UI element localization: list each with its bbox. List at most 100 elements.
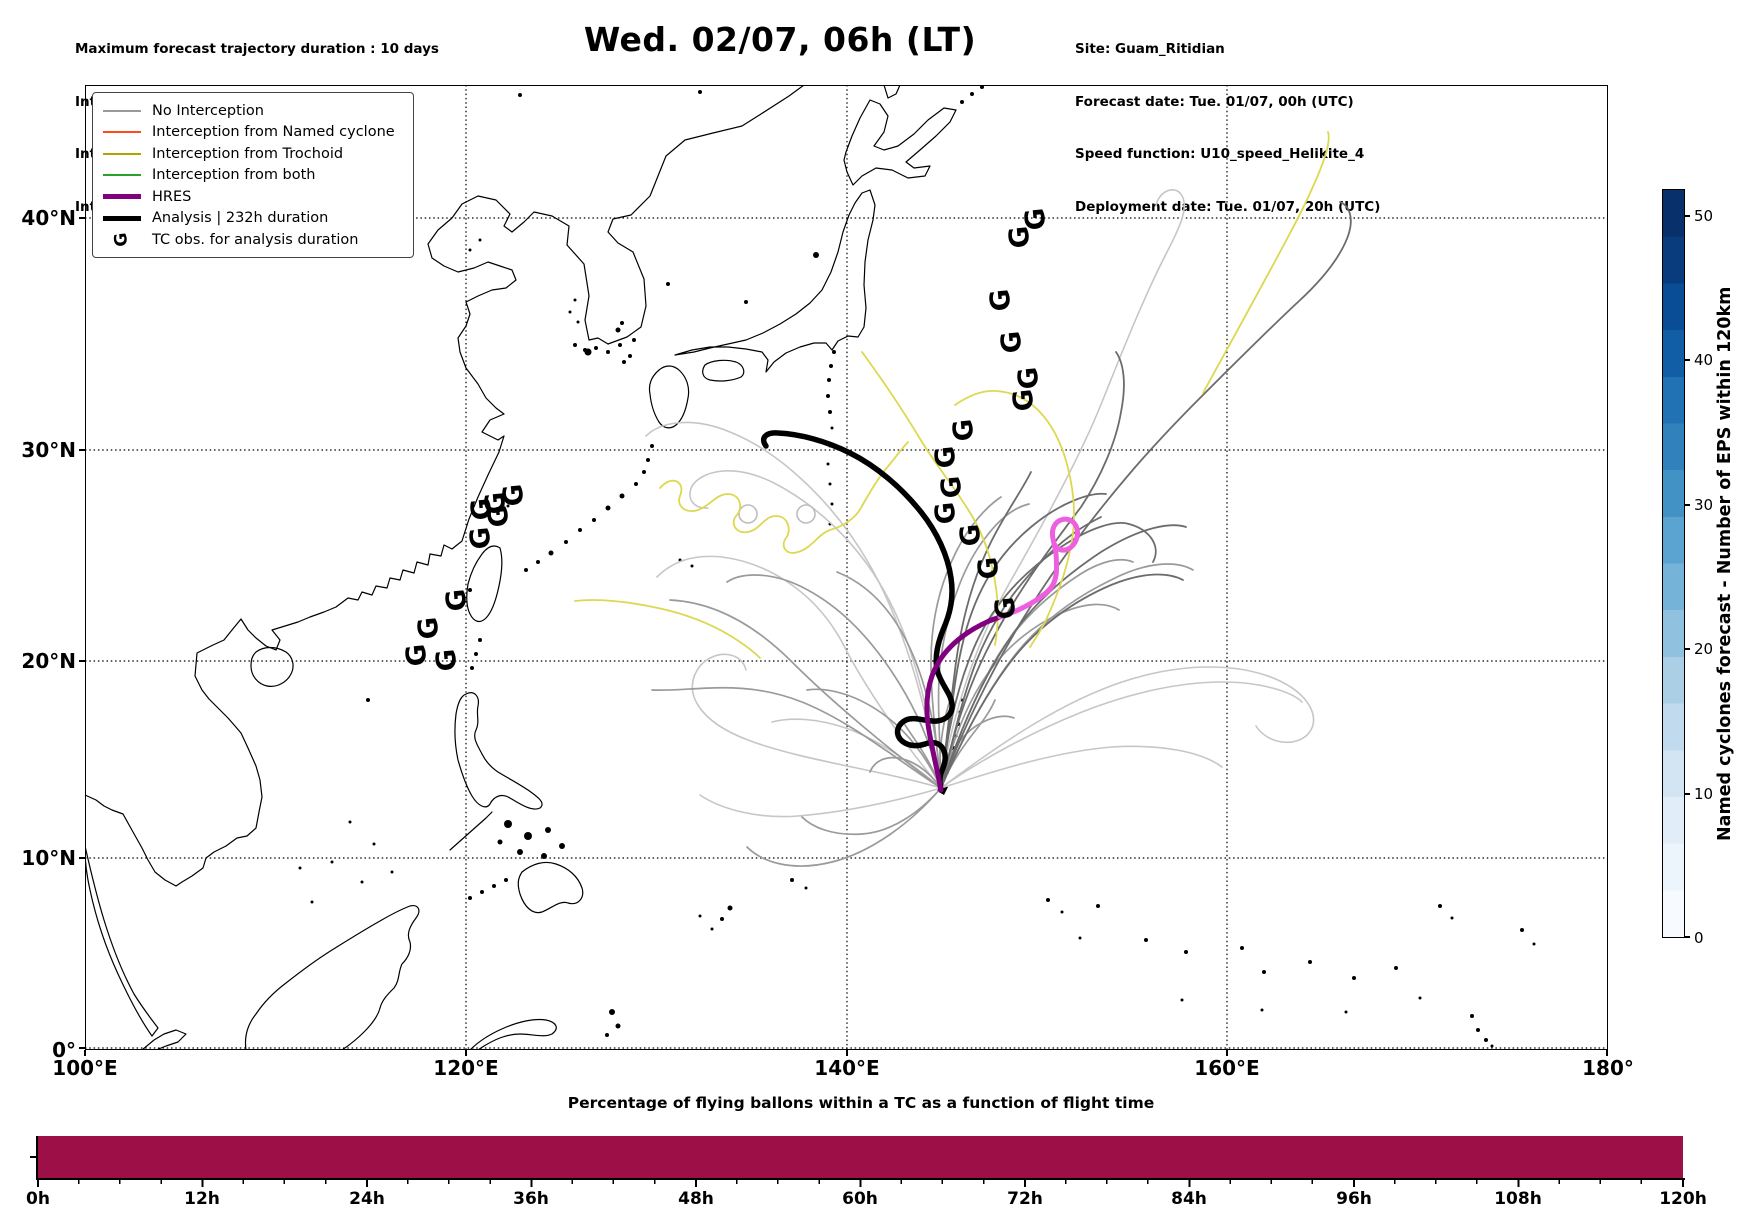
x-tick bbox=[465, 1050, 467, 1056]
tc-cyclone-icon: G bbox=[930, 501, 963, 526]
tc-cyclone-icon: G bbox=[990, 596, 1023, 621]
coast-hokkaido bbox=[843, 99, 957, 186]
tc-cyclone-icon: G bbox=[930, 445, 963, 470]
legend-line-sample bbox=[103, 174, 141, 177]
header-line: Site: Guam_Ritidian bbox=[1075, 41, 1225, 57]
legend-line-sample bbox=[103, 152, 141, 155]
tc-cyclone-icon: G bbox=[973, 556, 1006, 581]
coastlines bbox=[85, 85, 957, 1050]
legend-item: Interception from Named cyclone bbox=[103, 122, 403, 144]
legend-label: TC obs. for analysis duration bbox=[152, 231, 359, 248]
x-tick-label: 160°E bbox=[1194, 1056, 1260, 1080]
bottom-x-tick-label: 84h bbox=[1171, 1189, 1207, 1209]
colorbar-tick bbox=[1685, 648, 1690, 650]
y-tick-label: 10°N bbox=[21, 846, 76, 870]
bottom-chart-left-spine bbox=[36, 1136, 38, 1180]
colorbar-tick-label: 30 bbox=[1694, 496, 1714, 514]
trajectories-mid-gray bbox=[651, 496, 1194, 867]
bottom-x-tick-label: 120h bbox=[1659, 1189, 1707, 1209]
tc-cyclone-icon: G bbox=[996, 330, 1029, 355]
coast-asia-main bbox=[85, 85, 805, 887]
y-tick bbox=[79, 449, 85, 451]
header-line: Deployment date: Tue. 01/07, 20h (UTC) bbox=[1075, 198, 1381, 215]
trajectories-trochoid-yellow bbox=[574, 131, 1330, 659]
coast-mindanao bbox=[517, 861, 584, 914]
coast-palawan bbox=[449, 811, 493, 851]
bottom-chart-title: Percentage of flying ballons within a TC… bbox=[567, 1094, 1155, 1112]
colorbar-tick-label: 50 bbox=[1694, 207, 1714, 225]
colorbar bbox=[1662, 189, 1685, 938]
y-tick-label: 40°N bbox=[21, 206, 76, 230]
tc-cyclone-icon: G bbox=[948, 418, 981, 443]
colorbar-tick-label: 0 bbox=[1694, 929, 1704, 947]
x-tick-label: 140°E bbox=[814, 1056, 880, 1080]
tc-cyclone-icon: G bbox=[441, 588, 474, 613]
tc-cyclone-icon: G bbox=[466, 497, 499, 522]
header-right-block: Site: Guam_Ritidian Forecast date: Tue. … bbox=[1075, 6, 1380, 251]
tc-cyclone-icon: G bbox=[110, 231, 133, 248]
island-specks bbox=[298, 85, 1536, 1048]
bottom-x-tick-label: 24h bbox=[349, 1189, 385, 1209]
legend-item: Analysis | 232h duration bbox=[103, 208, 403, 230]
x-tick bbox=[846, 1050, 848, 1056]
y-tick bbox=[79, 217, 85, 219]
legend-item: No Interception bbox=[103, 100, 403, 122]
legend-label: No Interception bbox=[152, 102, 264, 119]
header-line: Speed function: U10_speed_Helikite_4 bbox=[1075, 146, 1365, 162]
legend-label: Interception from Named cyclone bbox=[152, 124, 395, 141]
colorbar-tick-label: 10 bbox=[1694, 785, 1714, 803]
legend-label: Analysis | 232h duration bbox=[152, 210, 329, 227]
tc-cyclone-icon: G bbox=[480, 491, 513, 516]
bottom-x-tick-label: 36h bbox=[513, 1189, 549, 1209]
bottom-x-tick-label: 72h bbox=[1007, 1189, 1043, 1209]
bottom-chart-minor-ticks bbox=[37, 1180, 1686, 1184]
legend-line-sample bbox=[103, 131, 141, 134]
tc-cyclone-icon: G bbox=[1004, 225, 1037, 250]
legend-label: HRES bbox=[152, 188, 192, 205]
hres-track-near bbox=[924, 614, 1003, 793]
legend-line-sample bbox=[103, 194, 141, 200]
colorbar-tick bbox=[1685, 793, 1690, 795]
tc-obs-markers: G G G G G G G G G G G G G G G G G G G G … bbox=[401, 207, 1053, 673]
coast-malay bbox=[85, 845, 159, 1037]
hres-track-far bbox=[997, 516, 1080, 620]
coast-luzon bbox=[454, 692, 543, 810]
colorbar-tick bbox=[1685, 359, 1690, 361]
tc-cyclone-icon: G bbox=[955, 523, 988, 548]
y-tick bbox=[79, 857, 85, 859]
map-legend: No Interception Interception from Named … bbox=[92, 92, 414, 258]
tc-cyclone-icon: G bbox=[936, 475, 969, 500]
bottom-chart-x-axis bbox=[36, 1178, 1685, 1180]
tc-cyclone-icon: G bbox=[1013, 366, 1046, 391]
coast-borneo bbox=[244, 905, 420, 1050]
bottom-x-tick-label: 0h bbox=[26, 1189, 50, 1209]
tc-cyclone-icon: G bbox=[401, 643, 434, 668]
colorbar-tick-label: 40 bbox=[1694, 351, 1714, 369]
coast-sulawesi bbox=[469, 1018, 557, 1050]
bottom-chart-bar bbox=[38, 1136, 1683, 1178]
x-tick bbox=[1226, 1050, 1228, 1056]
legend-label: Interception from Trochoid bbox=[152, 145, 344, 162]
coast-honshu bbox=[674, 189, 876, 373]
legend-item: G TC obs. for analysis duration bbox=[103, 229, 403, 251]
colorbar-tick bbox=[1685, 504, 1690, 506]
coast-sakhalin bbox=[883, 85, 901, 99]
legend-item: Interception from Trochoid bbox=[103, 143, 403, 165]
coast-hainan bbox=[250, 646, 294, 687]
map-canvas: G G G G G G G G G G G G G G G G G G G G … bbox=[85, 85, 1608, 1050]
header-line: Forecast date: Tue. 01/07, 00h (UTC) bbox=[1075, 93, 1354, 110]
legend-line-sample bbox=[103, 215, 141, 221]
page-title: Wed. 02/07, 06h (LT) bbox=[583, 20, 977, 59]
tc-cyclone-icon: G bbox=[985, 288, 1018, 313]
bottom-x-tick-label: 96h bbox=[1336, 1189, 1372, 1209]
y-tick-label: 20°N bbox=[21, 649, 76, 673]
y-tick bbox=[79, 1047, 85, 1049]
colorbar-axis-label: Named cyclones forecast - Number of EPS … bbox=[1715, 286, 1735, 841]
legend-line-sample bbox=[103, 109, 141, 112]
analysis-track bbox=[760, 430, 955, 793]
tc-cyclone-icon: G bbox=[1008, 388, 1041, 413]
y-tick-label: 30°N bbox=[21, 438, 76, 462]
colorbar-tick bbox=[1685, 215, 1690, 217]
coast-shikoku bbox=[702, 359, 745, 382]
